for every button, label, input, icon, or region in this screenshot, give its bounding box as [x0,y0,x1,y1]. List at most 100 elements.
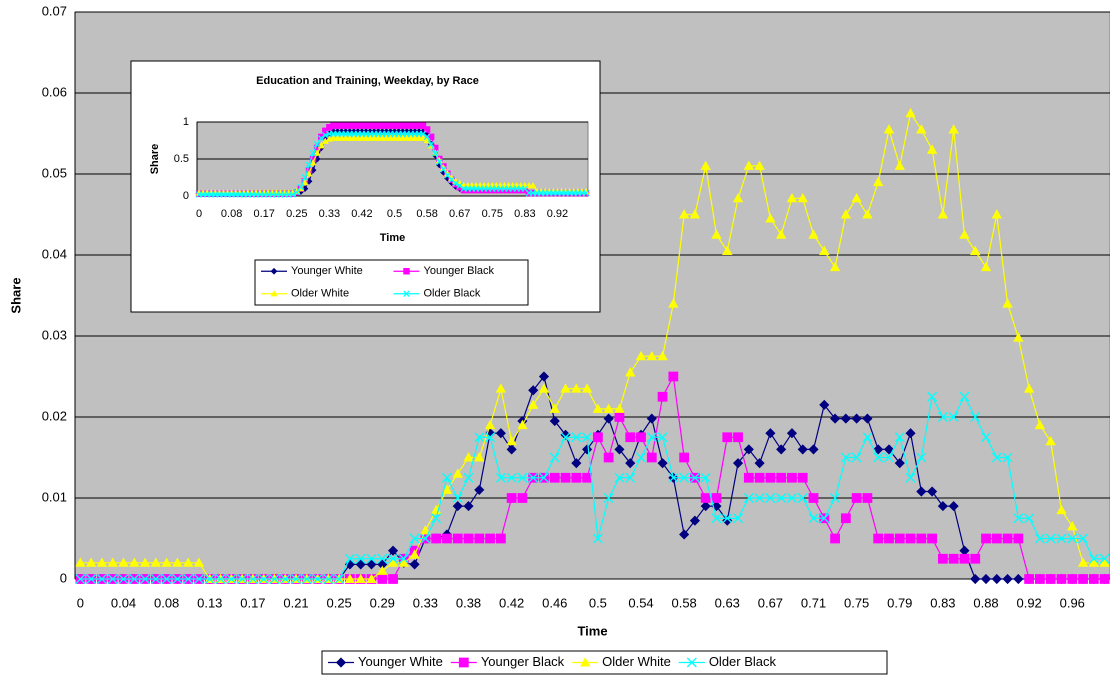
data-point [894,458,905,469]
legend-label: Older Black [709,654,777,669]
x-tick-label: 0.42 [499,595,524,610]
data-point [883,444,895,455]
data-point [495,383,507,393]
data-point [797,444,808,455]
data-point [431,533,442,544]
data-point [689,515,700,526]
data-point [646,413,657,424]
data-point [797,472,808,483]
data-point [495,428,506,439]
data-point [786,192,798,203]
data-point [1088,553,1099,564]
data-point [905,428,916,439]
legend-label: Older White [602,654,671,669]
data-point [517,472,528,483]
data-point [765,213,776,223]
data-point [689,472,700,483]
data-point [528,399,539,409]
data-point [301,574,312,584]
data-point [808,229,819,239]
data-point [338,134,346,141]
data-point [329,134,337,141]
data-point [905,472,916,483]
data-point [830,413,841,424]
data-point [495,533,506,544]
data-point [539,472,549,483]
data-point [851,192,862,203]
data-point [937,209,949,219]
data-point [411,134,419,141]
data-point [118,574,129,584]
data-point [317,135,325,142]
data-point [991,573,1002,585]
data-point [1002,533,1013,544]
data-point [1002,573,1013,585]
series-line [80,394,1105,580]
data-point [1035,574,1045,584]
data-point [581,383,593,393]
data-point [377,565,388,575]
data-point [625,367,636,377]
data-point [355,553,366,564]
y-tick-label: 0 [183,190,189,202]
data-point [1099,574,1110,584]
data-point [452,468,463,478]
data-point [948,124,959,134]
x-tick-label: 0.96 [1060,595,1085,610]
data-point [689,209,701,219]
data-point [571,472,582,483]
data-point [358,134,366,141]
data-point [980,261,992,272]
data-point [370,134,378,141]
data-point [862,209,873,219]
data-point [1013,332,1024,342]
data-point [797,192,808,203]
data-point [862,493,873,503]
data-point [366,559,377,570]
data-point [981,432,991,443]
data-point [959,229,970,239]
data-point [247,574,258,584]
legend-label: Younger White [358,654,443,669]
data-point [415,134,423,141]
data-point [1002,452,1013,463]
data-point [927,391,938,402]
data-point [378,134,386,141]
data-point [387,545,399,556]
data-point [560,432,571,443]
data-point [529,182,537,189]
data-point [549,415,560,427]
data-point [172,574,183,584]
data-point [668,472,679,483]
data-point [776,493,787,503]
data-point [204,574,215,584]
data-point [226,574,237,584]
data-point [679,472,690,483]
data-point [883,124,895,134]
y-tick-label: 1 [183,116,189,128]
data-point [916,124,927,134]
data-point [528,385,539,396]
data-point [1013,573,1024,585]
data-point [538,383,550,393]
data-point [517,419,528,430]
data-point [355,573,366,583]
data-point [937,412,948,422]
data-point [129,574,140,584]
data-point [334,574,345,584]
data-point [646,432,657,443]
data-point [981,533,991,544]
x-tick-label: 0.38 [456,595,481,610]
x-tick-label: 0.25 [286,208,307,220]
data-point [441,472,452,483]
data-point [436,158,443,166]
data-point [700,501,711,512]
data-point [388,574,398,584]
data-point [342,134,350,141]
y-tick-label: 0.01 [42,489,67,504]
data-point [743,160,755,170]
x-tick-label: 0.71 [801,595,826,610]
data-point [118,557,129,567]
y-tick-label: 0.07 [42,3,67,18]
data-point [862,432,873,443]
